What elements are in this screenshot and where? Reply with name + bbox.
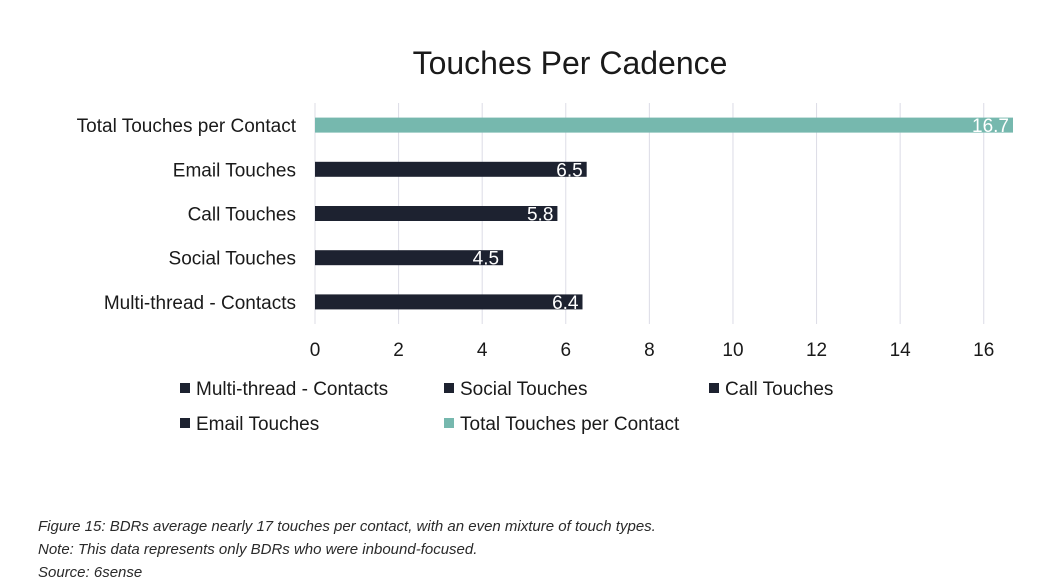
bar — [315, 250, 504, 266]
bar-chart: Touches Per Cadence 16.7 6.5 5.8 4.5 6.4 Tot… — [77, 45, 1013, 435]
legend-label: Social Touches — [460, 379, 587, 400]
category-label: Social Touches — [169, 249, 296, 270]
legend-swatch — [180, 383, 190, 393]
x-tick-label: 12 — [806, 340, 827, 361]
x-tick-label: 8 — [644, 340, 655, 361]
bar — [315, 161, 587, 177]
category-label: Email Touches — [173, 160, 296, 181]
category-label: Multi-thread - Contacts — [104, 293, 296, 314]
legend-swatch — [180, 418, 190, 428]
x-tick-label: 10 — [722, 340, 743, 361]
data-label: 6.5 — [556, 160, 582, 181]
caption-line-source: Source: 6sense — [38, 564, 143, 581]
bar — [315, 206, 558, 221]
x-tick-label: 4 — [477, 340, 488, 361]
legend-swatch — [709, 383, 719, 393]
category-label: Call Touches — [188, 205, 296, 226]
x-tick-label: 6 — [560, 340, 571, 361]
chart-title: Touches Per Cadence — [413, 45, 728, 81]
legend-swatch — [444, 383, 454, 393]
legend-label: Multi-thread - Contacts — [196, 379, 388, 400]
legend-label: Email Touches — [196, 414, 319, 435]
legend-label: Total Touches per Contact — [460, 414, 680, 435]
x-tick-label: 2 — [393, 340, 404, 361]
gridlines — [314, 103, 985, 324]
data-label: 5.8 — [527, 205, 553, 226]
bars: 16.7 6.5 5.8 4.5 6.4 — [315, 116, 1013, 314]
legend: Multi-thread - Contacts Social Touches Cal… — [180, 379, 833, 435]
x-tick-label: 14 — [890, 340, 912, 361]
x-tick-label: 16 — [973, 340, 994, 361]
x-axis-ticks: 0 2 4 6 8 10 12 14 16 — [310, 340, 995, 361]
bar — [315, 117, 1013, 133]
data-label: 4.5 — [473, 249, 499, 270]
category-labels: Total Touches per Contact Email Touches Ca… — [77, 116, 297, 314]
legend-label: Call Touches — [725, 379, 833, 400]
figure-caption: Figure 15: BDRs average nearly 17 touche… — [38, 515, 656, 584]
data-label: 16.7 — [972, 116, 1009, 137]
category-label: Total Touches per Contact — [77, 116, 297, 137]
data-label: 6.4 — [552, 293, 579, 314]
caption-line-note: Note: This data represents only BDRs who… — [38, 541, 478, 558]
x-tick-label: 0 — [310, 340, 321, 361]
caption-line-figure: Figure 15: BDRs average nearly 17 touche… — [38, 518, 656, 535]
bar — [315, 294, 583, 310]
legend-swatch — [444, 418, 454, 428]
